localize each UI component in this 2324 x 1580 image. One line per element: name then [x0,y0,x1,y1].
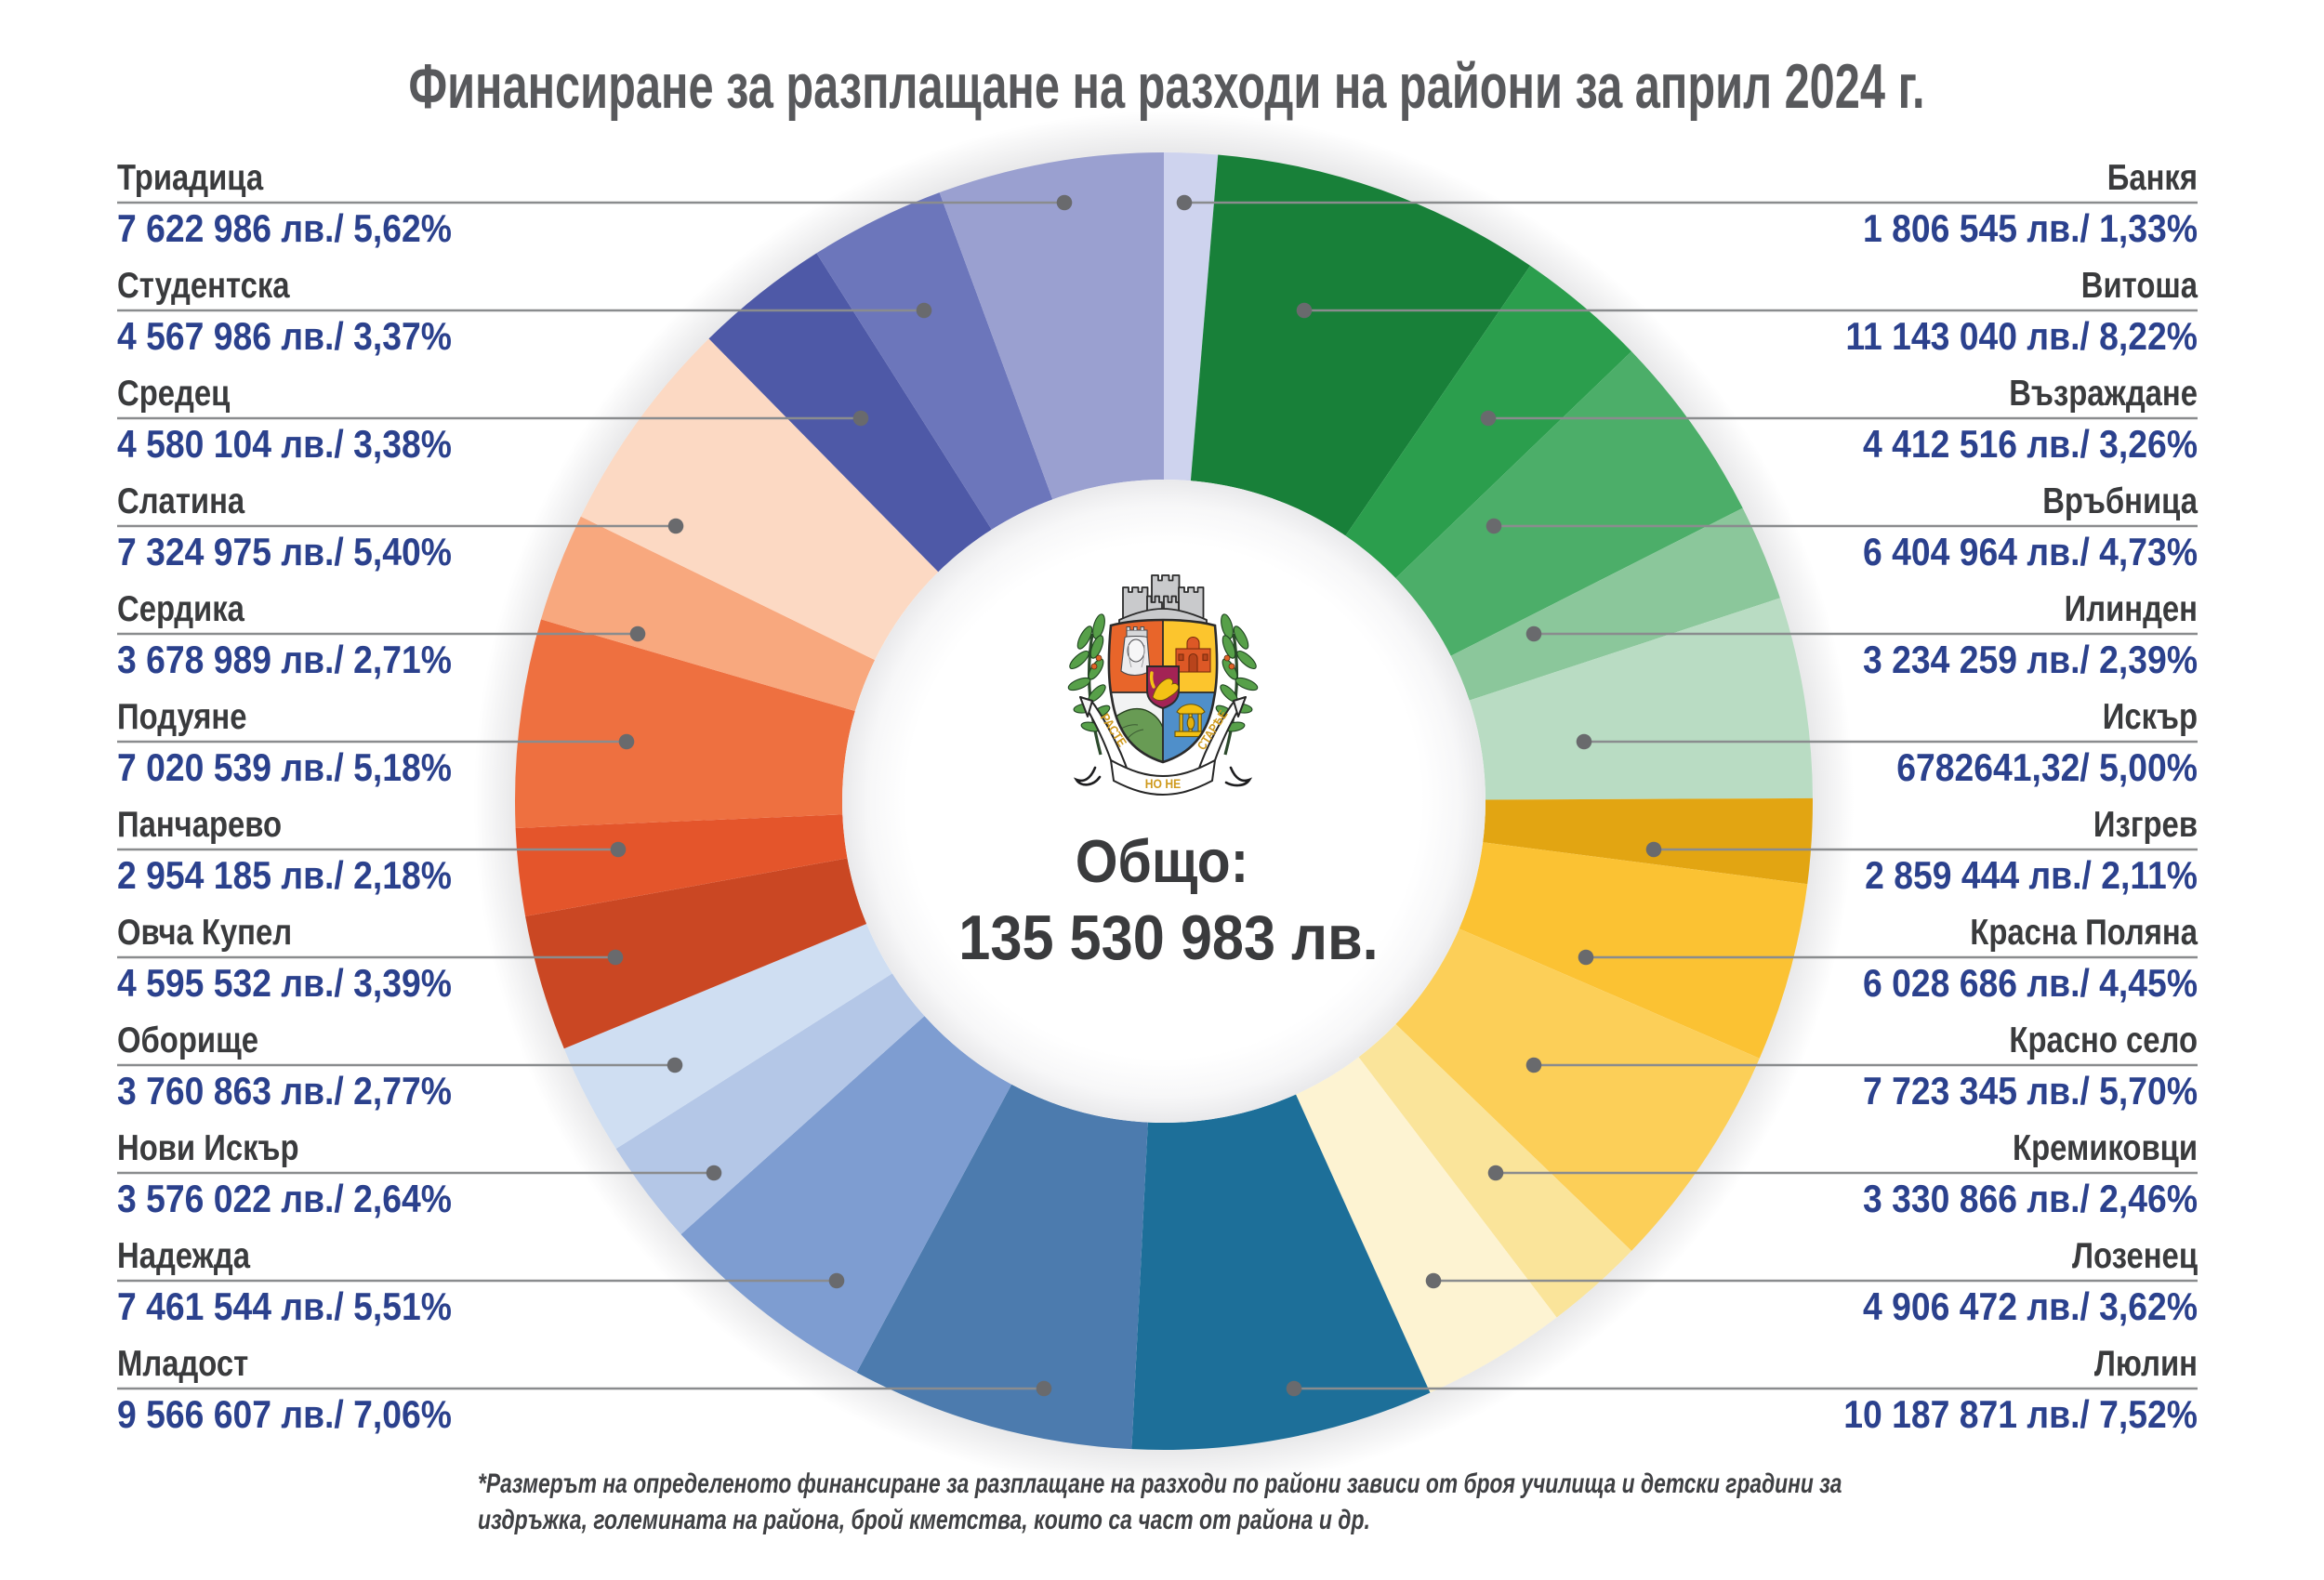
svg-text:9 566 607 лв./ 7,06%: 9 566 607 лв./ 7,06% [117,1393,452,1437]
svg-text:Изгрев: Изгрев [2093,805,2198,845]
svg-text:*Размерът на определеното фина: *Размерът на определеното финансиране за… [478,1468,1842,1499]
svg-text:7 324 975 лв./ 5,40%: 7 324 975 лв./ 5,40% [117,531,452,574]
svg-text:Люлин: Люлин [2094,1344,2198,1384]
svg-text:Красна Поляна: Красна Поляна [1970,913,2199,953]
svg-text:Възраждане: Възраждане [2009,374,2198,414]
svg-text:10 187 871 лв./ 7,52%: 10 187 871 лв./ 7,52% [1843,1393,2198,1437]
svg-text:11 143 040 лв./ 8,22%: 11 143 040 лв./ 8,22% [1845,315,2198,359]
svg-text:2 859 444 лв./ 2,11%: 2 859 444 лв./ 2,11% [1865,854,2198,898]
svg-text:Общо:: Общо: [1076,828,1248,895]
svg-text:Кремиковци: Кремиковци [2013,1128,2198,1168]
svg-text:Нови Искър: Нови Искър [117,1128,299,1168]
svg-text:4 906 472 лв./ 3,62%: 4 906 472 лв./ 3,62% [1863,1285,2198,1329]
svg-text:1 806 545 лв./ 1,33%: 1 806 545 лв./ 1,33% [1863,207,2198,251]
svg-text:Витоша: Витоша [2081,266,2199,306]
svg-text:6 404 964 лв./ 4,73%: 6 404 964 лв./ 4,73% [1863,531,2198,574]
svg-text:Илинден: Илинден [2065,589,2198,629]
svg-text:Панчарево: Панчарево [117,805,282,845]
svg-text:3 678 989 лв./ 2,71%: 3 678 989 лв./ 2,71% [117,639,452,682]
svg-text:издръжка, големината на района: издръжка, големината на района, брой кме… [478,1504,1370,1535]
svg-text:7 020 539 лв./ 5,18%: 7 020 539 лв./ 5,18% [117,746,452,790]
svg-text:7 622 986 лв./ 5,62%: 7 622 986 лв./ 5,62% [117,207,452,251]
svg-text:Банкя: Банкя [2107,158,2198,198]
svg-text:4 580 104 лв./ 3,38%: 4 580 104 лв./ 3,38% [117,423,452,467]
svg-text:Лозенец: Лозенец [2072,1236,2198,1276]
svg-text:7 461 544 лв./ 5,51%: 7 461 544 лв./ 5,51% [117,1285,452,1329]
svg-text:2 954 185 лв./ 2,18%: 2 954 185 лв./ 2,18% [117,854,452,898]
svg-text:Студентска: Студентска [117,266,291,306]
svg-text:6 028 686 лв./ 4,45%: 6 028 686 лв./ 4,45% [1863,962,2198,1006]
svg-text:Овча Купел: Овча Купел [117,913,292,953]
svg-text:4 595 532 лв./ 3,39%: 4 595 532 лв./ 3,39% [117,962,452,1006]
svg-text:3 760 863 лв./ 2,77%: 3 760 863 лв./ 2,77% [117,1070,452,1113]
svg-text:Надежда: Надежда [117,1236,251,1276]
svg-text:6782641,32/ 5,00%: 6782641,32/ 5,00% [1896,746,2198,790]
svg-text:4 412 516 лв./ 3,26%: 4 412 516 лв./ 3,26% [1863,423,2198,467]
svg-text:Подуяне: Подуяне [117,697,247,737]
svg-text:Средец: Средец [117,374,230,414]
svg-text:Слатина: Слатина [117,481,245,521]
svg-text:Триадица: Триадица [117,158,264,198]
svg-text:Сердика: Сердика [117,589,245,629]
svg-text:3 234 259 лв./ 2,39%: 3 234 259 лв./ 2,39% [1863,639,2198,682]
svg-text:Финансиране за разплащане на р: Финансиране за разплащане на разходи на … [408,50,1924,122]
svg-text:135 530 983 лв.: 135 530 983 лв. [958,902,1378,972]
svg-text:Връбница: Връбница [2042,481,2199,521]
svg-text:3 576 022 лв./ 2,64%: 3 576 022 лв./ 2,64% [117,1178,452,1221]
svg-text:3 330 866 лв./ 2,46%: 3 330 866 лв./ 2,46% [1863,1178,2198,1221]
svg-text:4 567 986 лв./ 3,37%: 4 567 986 лв./ 3,37% [117,315,452,359]
svg-text:Искър: Искър [2103,697,2198,737]
svg-text:Оборище: Оборище [117,1020,258,1060]
svg-text:Младост: Младост [117,1344,248,1384]
svg-text:Красно село: Красно село [2009,1020,2198,1060]
svg-text:НО НЕ: НО НЕ [1145,776,1182,791]
svg-text:7 723 345 лв./ 5,70%: 7 723 345 лв./ 5,70% [1863,1070,2198,1113]
